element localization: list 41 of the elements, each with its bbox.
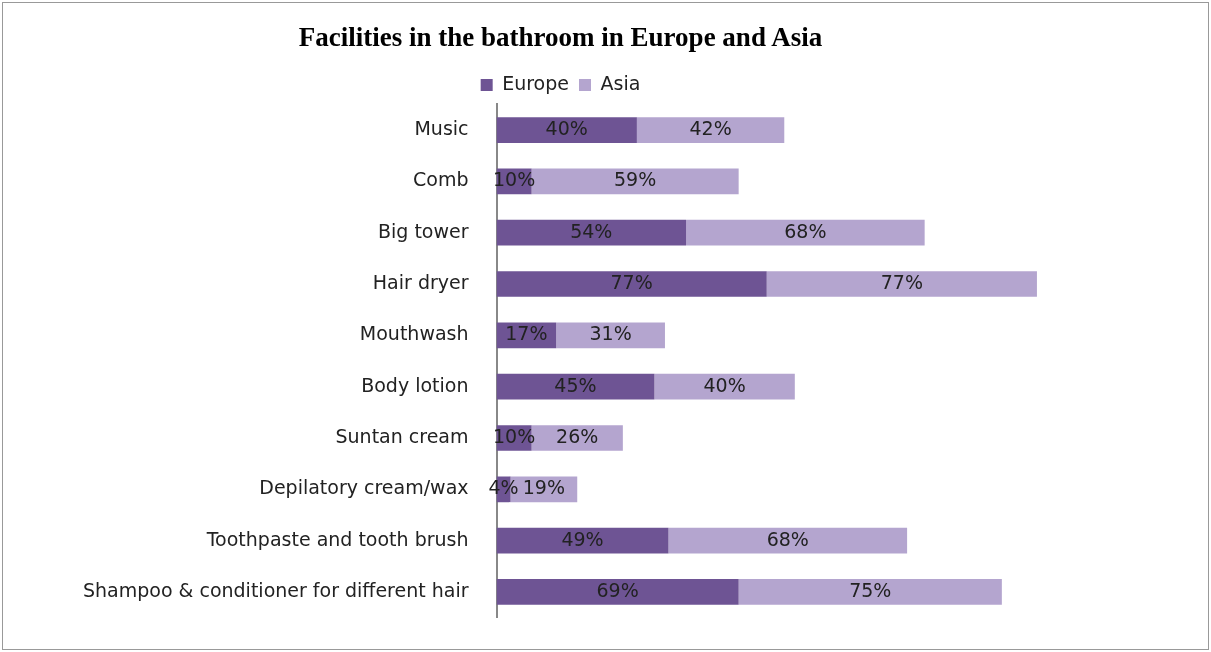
y-tick-label: Depilatory cream/wax <box>259 476 469 499</box>
data-label: 68% <box>784 219 827 242</box>
data-label: 31% <box>589 322 632 345</box>
y-tick-label: Shampoo & conditioner for different hair <box>82 578 469 601</box>
bar <box>496 219 687 246</box>
data-label: 49% <box>561 527 604 550</box>
data-label: 75% <box>849 578 892 601</box>
data-label: 40% <box>703 373 746 396</box>
data-label: 40% <box>545 117 588 139</box>
bar <box>496 527 669 554</box>
data-label: 69% <box>596 578 639 601</box>
bar <box>636 117 785 143</box>
bar <box>686 219 925 246</box>
data-label: 17% <box>505 322 548 345</box>
data-label: 54% <box>570 219 613 242</box>
bar <box>496 117 637 143</box>
y-tick-label: Toothpaste and tooth brush <box>205 527 469 550</box>
data-label: 77% <box>610 270 653 293</box>
y-tick-label: Mouthwash <box>359 322 469 345</box>
legend-label: Asia <box>600 71 641 94</box>
data-label: 45% <box>554 373 597 396</box>
y-tick-label: Music <box>414 117 469 139</box>
y-tick-label: Hair dryer <box>372 270 469 293</box>
bar <box>668 527 908 554</box>
chart-title: Facilities in the bathroom in Europe and Asia <box>298 22 823 53</box>
data-label: 19% <box>522 476 566 499</box>
y-tick-label: Suntan cream <box>335 424 469 447</box>
data-label: 42% <box>689 117 732 139</box>
y-tick-label: Comb <box>413 168 469 191</box>
y-tick-label: Big tower <box>377 219 469 242</box>
bar <box>496 579 739 605</box>
bar <box>496 373 655 400</box>
data-label: 77% <box>880 270 923 293</box>
data-label: 26% <box>556 424 599 447</box>
bar <box>766 271 1037 297</box>
bar <box>496 271 767 297</box>
bar <box>738 579 1002 605</box>
y-tick-label: Body lotion <box>361 373 469 396</box>
legend-label: Europe <box>502 71 570 94</box>
data-label: 68% <box>766 527 809 550</box>
data-label: 59% <box>614 168 657 191</box>
